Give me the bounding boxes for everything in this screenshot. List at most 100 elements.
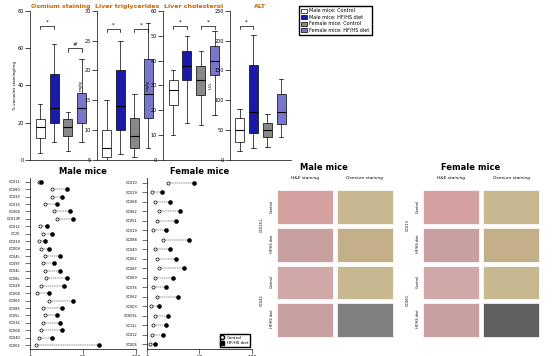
PathPatch shape [35, 119, 45, 138]
PathPatch shape [49, 74, 59, 123]
Point [172, 218, 181, 224]
Point [31, 342, 40, 348]
Point [55, 268, 64, 274]
Point [34, 238, 43, 244]
Point [37, 283, 45, 289]
PathPatch shape [77, 93, 86, 123]
Point [34, 335, 43, 341]
Bar [337, 303, 393, 337]
Text: HF/HS diet: HF/HS diet [416, 235, 420, 253]
Point [39, 261, 48, 266]
Bar [483, 303, 540, 337]
PathPatch shape [130, 118, 139, 148]
Point [153, 294, 162, 299]
Point [148, 284, 157, 290]
PathPatch shape [102, 130, 111, 157]
Point [41, 238, 50, 244]
Bar [276, 303, 333, 337]
Point [43, 224, 52, 229]
Point [47, 231, 56, 237]
Legend: Male mice: Control, Male mice: HF/HS diet, Female mice: Control, Female mice: HF: Male mice: Control, Male mice: HF/HS die… [299, 6, 372, 35]
PathPatch shape [168, 80, 178, 105]
Point [168, 275, 177, 281]
Text: CC013: CC013 [406, 219, 410, 231]
Point [176, 208, 185, 214]
Point [37, 328, 45, 333]
Point [189, 180, 199, 185]
Point [161, 227, 170, 233]
Text: *: * [179, 20, 181, 25]
Point [147, 332, 157, 337]
Point [45, 298, 54, 303]
Point [37, 246, 45, 251]
Point [151, 275, 160, 281]
Point [52, 216, 61, 222]
Text: CC042: CC042 [259, 294, 264, 306]
Point [68, 298, 77, 303]
Text: #: # [73, 42, 77, 47]
Text: HF/HS diet: HF/HS diet [270, 310, 274, 329]
Y-axis label: mg/g: mg/g [79, 80, 83, 91]
Point [166, 199, 175, 205]
Point [39, 305, 48, 311]
Point [55, 253, 64, 259]
Text: Control: Control [416, 275, 420, 288]
Point [179, 265, 188, 271]
Point [32, 290, 41, 296]
Text: *: * [245, 20, 248, 25]
Text: Osmium staining: Osmium staining [346, 176, 383, 180]
PathPatch shape [249, 64, 258, 133]
Text: H&E staining: H&E staining [291, 176, 319, 180]
Point [172, 256, 181, 262]
Point [41, 268, 50, 274]
Title: Male mice: Male mice [300, 163, 348, 172]
Text: *: * [112, 23, 115, 28]
Y-axis label: mg/g: mg/g [146, 80, 150, 91]
Text: H&E staining: H&E staining [437, 176, 465, 180]
Bar [483, 228, 540, 262]
Point [158, 237, 167, 242]
Point [49, 209, 58, 214]
Point [47, 186, 56, 192]
Text: *: * [46, 20, 48, 25]
Title: Osmium staining: Osmium staining [31, 4, 91, 9]
Point [158, 332, 167, 337]
Point [151, 199, 160, 205]
Point [161, 322, 170, 328]
Bar [423, 266, 479, 299]
Point [151, 341, 160, 347]
Text: CC018.L: CC018.L [259, 218, 264, 232]
Point [42, 276, 51, 281]
Bar [276, 190, 333, 224]
Point [161, 284, 170, 290]
Point [58, 305, 66, 311]
Point [45, 246, 54, 251]
Text: Osmium staining: Osmium staining [493, 176, 530, 180]
Point [47, 335, 56, 341]
Point [66, 209, 75, 214]
Point [163, 313, 172, 319]
Title: Liver cholesterol: Liver cholesterol [165, 4, 223, 9]
Point [155, 208, 164, 214]
Text: HF/HS diet: HF/HS diet [270, 235, 274, 253]
Point [63, 186, 72, 192]
Text: Control: Control [270, 275, 274, 288]
Point [49, 261, 58, 266]
Point [147, 189, 157, 195]
Point [147, 303, 156, 309]
Bar [337, 190, 393, 224]
Bar [276, 266, 333, 299]
Point [68, 216, 77, 222]
Legend: Control, HF/HS diet: Control, HF/HS diet [220, 334, 250, 347]
Point [52, 313, 61, 318]
Point [163, 180, 172, 185]
Point [174, 294, 183, 299]
Y-axis label: IU/L: IU/L [209, 82, 213, 89]
Text: Control: Control [416, 200, 420, 213]
Text: CC060: CC060 [406, 294, 410, 306]
PathPatch shape [143, 58, 153, 118]
Point [41, 201, 50, 207]
Point [166, 246, 175, 252]
Y-axis label: % vacuoles staining/mg: % vacuoles staining/mg [13, 61, 17, 110]
Title: Male mice: Male mice [59, 167, 107, 176]
